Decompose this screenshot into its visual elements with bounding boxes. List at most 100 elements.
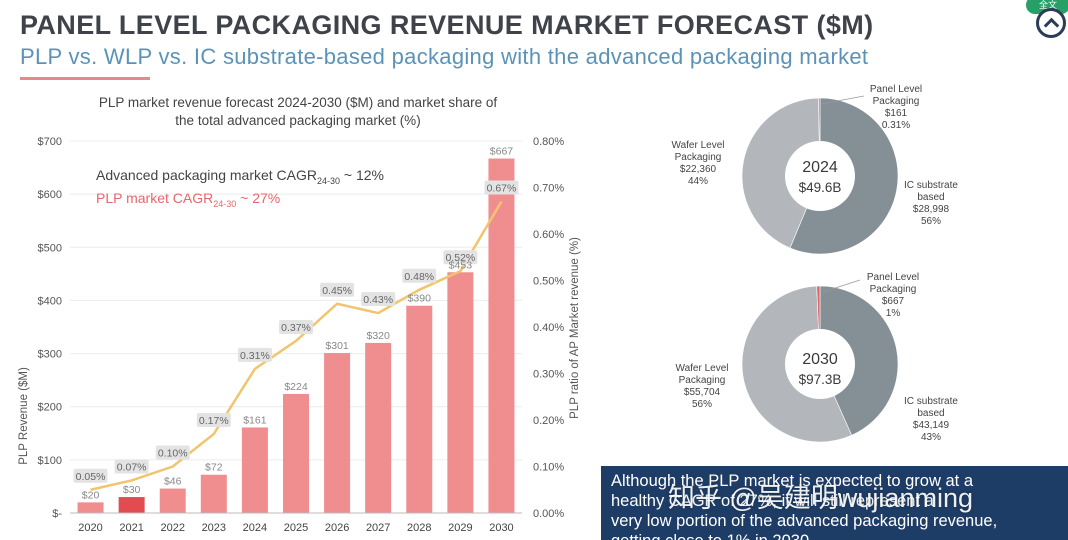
slice-percent: 0.31%	[882, 120, 910, 131]
line-label-box	[443, 250, 478, 265]
slice-label-ic-substrate: IC substrate based $43,149 43%	[904, 396, 958, 443]
y-tick-label: $300	[38, 349, 62, 361]
slice-label-line: Packaging	[679, 375, 726, 386]
slice-label-line: based	[917, 192, 944, 203]
x-tick-label: 2030	[489, 522, 513, 534]
note-line: Although the PLP market is expected to g…	[611, 472, 973, 490]
y2-axis-ticks: 0.00% 0.10% 0.20% 0.30% 0.40% 0.50% 0.60% 0.70%…	[533, 136, 564, 520]
y2-tick-label: 0.30%	[533, 369, 564, 381]
x-axis-ticks: 2020 2021 2022 2023 2024 2025 2026 2027 2028 2029…	[78, 522, 513, 534]
line-label-text: 0.43%	[363, 294, 393, 306]
line-label-box	[155, 445, 190, 460]
chevron-up-icon[interactable]	[1036, 8, 1066, 38]
line-label-box	[279, 319, 313, 334]
line-value-label: 0.48%	[402, 268, 437, 283]
line-label-text: 0.67%	[487, 182, 517, 194]
leader-line	[822, 279, 861, 293]
y-tick-label: $400	[38, 295, 62, 307]
slice-label-wafer-level: Wafer Level Packaging $22,360 44%	[672, 140, 725, 187]
bar-value-label: $20	[82, 489, 100, 501]
y-tick-label: $600	[38, 189, 62, 201]
y-axis-label: PLP Revenue ($M)	[18, 367, 30, 465]
donut-chart-2030: 2030 $97.3B IC substrate based $43,149 4…	[676, 272, 959, 443]
line-label-box	[196, 412, 231, 427]
line-value-label: 0.10%	[155, 445, 190, 460]
y-tick-label: $100	[38, 455, 62, 467]
bar-2027	[365, 342, 392, 513]
donut-center-total: $49.6B	[799, 180, 842, 195]
line-label-box	[402, 268, 437, 283]
summary-note: Although the PLP market is expected to g…	[601, 466, 1068, 540]
bar-2023	[200, 474, 227, 513]
slice-value: $161	[885, 108, 908, 119]
donut-slice-wafer-level-packaging	[741, 97, 821, 249]
slice-label-line: Packaging	[675, 152, 722, 163]
x-tick-label: 2025	[284, 522, 308, 534]
line-label-text: 0.45%	[322, 285, 352, 297]
slice-value: $28,998	[913, 204, 950, 215]
line-label-box	[114, 459, 149, 474]
slice-label-wafer-level: Wafer Level Packaging $55,704 56%	[676, 363, 729, 410]
bar-2021	[118, 497, 145, 513]
bar-value-label: $30	[123, 484, 141, 496]
line-value-label: 0.45%	[320, 282, 355, 297]
y2-axis-label: PLP ratio of AP Market revenue (%)	[569, 237, 581, 419]
slice-label-line: IC substrate	[904, 180, 958, 191]
line-label-box	[320, 282, 355, 297]
slice-value: $55,704	[684, 387, 721, 398]
slice-label-ic-substrate: IC substrate based $28,998 56%	[904, 180, 958, 227]
line-label-text: 0.17%	[199, 415, 229, 427]
chart-title-line-1: PLP market revenue forecast 2024-2030 ($…	[99, 95, 497, 110]
bar-series	[70, 158, 522, 514]
bar-data-labels: $20 $30 $46 $72 $161 $224 $301 $320 $390 $453 $667	[82, 146, 514, 502]
x-tick-label: 2028	[407, 522, 431, 534]
page-title: PANEL LEVEL PACKAGING REVENUE MARKET FOR…	[20, 10, 874, 40]
x-tick-label: 2024	[243, 522, 267, 534]
slice-label-panel-level: Panel Level Packaging $667 1%	[867, 272, 919, 319]
bar-value-label: $301	[325, 340, 349, 352]
line-value-label: 0.31%	[237, 347, 272, 362]
y2-tick-label: 0.20%	[533, 415, 564, 427]
slice-label-line: Packaging	[870, 284, 917, 295]
line-label-box	[73, 468, 108, 483]
line-label-text: 0.52%	[445, 252, 475, 264]
watermark: 知乎 @吴建明wujianming	[668, 483, 973, 513]
bar-value-label: $390	[408, 293, 432, 305]
line-value-label: 0.67%	[484, 180, 519, 195]
line-label-text: 0.37%	[281, 322, 311, 334]
x-tick-label: 2029	[448, 522, 472, 534]
x-tick-label: 2020	[78, 522, 102, 534]
line-label-box	[237, 347, 272, 362]
ap-cagr-sub: 24-30	[317, 176, 340, 186]
slice-label-line: Packaging	[873, 96, 920, 107]
bar-2029	[447, 272, 474, 513]
bar-value-label: $667	[490, 146, 514, 158]
line-label-text: 0.05%	[76, 471, 106, 483]
x-tick-label: 2023	[202, 522, 226, 534]
note-line: very low portion of the advanced packagi…	[611, 512, 998, 530]
donut-chart-2024: 2024 $49.6B IC substrate based $28,998 5…	[672, 84, 958, 255]
bar-value-label: $224	[284, 381, 308, 393]
donut-hole	[785, 329, 855, 399]
y-axis-ticks: $- $100 $200 $300 $400 $500 $600 $700	[38, 136, 63, 520]
donut-slice-ic-substrate-based	[819, 285, 899, 436]
line-label-box	[361, 292, 396, 307]
x-tick-label: 2022	[160, 522, 184, 534]
y2-tick-label: 0.70%	[533, 183, 564, 195]
bar-value-label: $72	[205, 462, 223, 474]
line-label-text: 0.31%	[240, 350, 270, 362]
line-value-label: 0.52%	[443, 250, 478, 265]
y2-tick-label: 0.80%	[533, 136, 564, 148]
bar-2028	[406, 305, 433, 513]
slice-label-line: Panel Level	[870, 84, 922, 95]
line-label-text: 0.48%	[404, 271, 434, 283]
y-tick-label: $700	[38, 136, 62, 148]
line-value-label: 0.43%	[361, 292, 396, 307]
y2-tick-label: 0.60%	[533, 229, 564, 241]
ap-cagr-annotation: Advanced packaging market CAGR24-30 ~ 12…	[96, 167, 384, 186]
slice-label-line: based	[917, 408, 944, 419]
leader-line	[820, 95, 865, 105]
slice-label-line: Wafer Level	[676, 363, 729, 374]
corner-widget[interactable]: 全文	[1020, 0, 1068, 46]
bar-2020	[77, 502, 104, 513]
